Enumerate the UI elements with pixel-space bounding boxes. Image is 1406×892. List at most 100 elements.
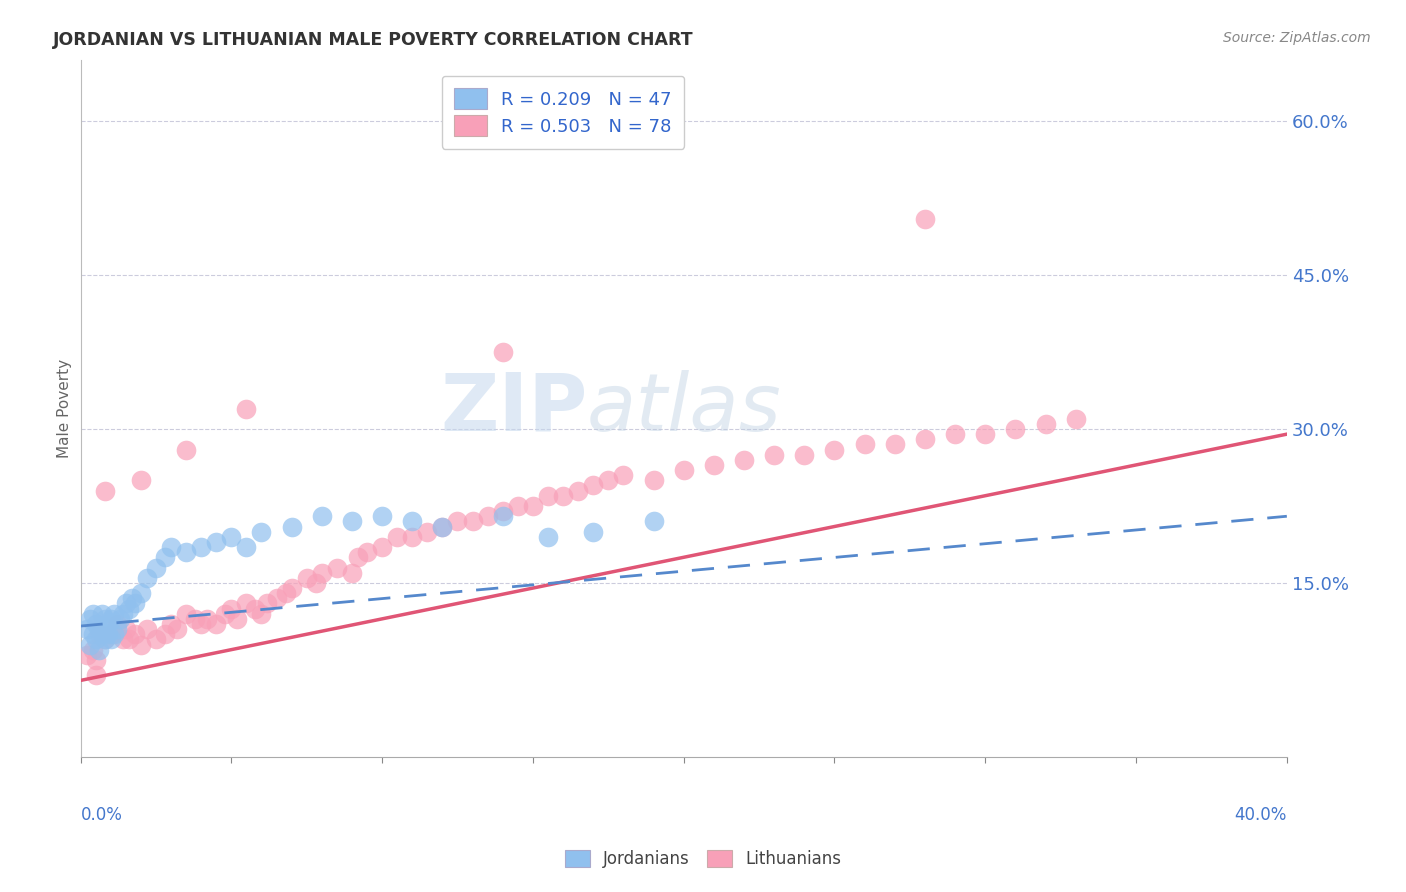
Point	[195, 612, 218, 626]
Point	[974, 427, 997, 442]
Point	[340, 566, 363, 580]
Point	[121, 591, 143, 606]
Point	[135, 622, 157, 636]
Point	[153, 627, 176, 641]
Point	[129, 638, 152, 652]
Point	[166, 622, 188, 636]
Point	[82, 607, 104, 621]
Point	[1035, 417, 1057, 431]
Legend: Jordanians, Lithuanians: Jordanians, Lithuanians	[558, 843, 848, 875]
Point	[522, 499, 544, 513]
Point	[93, 632, 115, 647]
Point	[401, 515, 423, 529]
Point	[643, 515, 665, 529]
Point	[97, 617, 120, 632]
Point	[103, 627, 125, 641]
Point	[235, 597, 257, 611]
Point	[190, 540, 212, 554]
Point	[1064, 411, 1087, 425]
Point	[76, 622, 98, 636]
Point	[582, 478, 605, 492]
Point	[567, 483, 589, 498]
Point	[326, 560, 349, 574]
Point	[93, 483, 115, 498]
Point	[401, 530, 423, 544]
Point	[87, 622, 110, 636]
Point	[124, 627, 146, 641]
Point	[87, 627, 110, 641]
Point	[643, 473, 665, 487]
Point	[160, 617, 183, 632]
Point	[551, 489, 574, 503]
Point	[100, 627, 122, 641]
Point	[250, 607, 273, 621]
Point	[221, 601, 243, 615]
Point	[205, 617, 228, 632]
Point	[582, 524, 605, 539]
Point	[82, 642, 104, 657]
Point	[274, 586, 297, 600]
Point	[245, 601, 267, 615]
Point	[943, 427, 966, 442]
Point	[221, 530, 243, 544]
Point	[145, 560, 167, 574]
Point	[598, 473, 620, 487]
Point	[135, 571, 157, 585]
Point	[311, 566, 333, 580]
Text: atlas: atlas	[588, 369, 782, 448]
Point	[79, 638, 101, 652]
Point	[446, 515, 468, 529]
Point	[853, 437, 876, 451]
Point	[129, 473, 152, 487]
Legend: R = 0.209   N = 47, R = 0.503   N = 78: R = 0.209 N = 47, R = 0.503 N = 78	[441, 76, 685, 149]
Point	[111, 632, 134, 647]
Point	[914, 432, 936, 446]
Point	[295, 571, 318, 585]
Text: JORDANIAN VS LITHUANIAN MALE POVERTY CORRELATION CHART: JORDANIAN VS LITHUANIAN MALE POVERTY COR…	[53, 31, 695, 49]
Point	[87, 642, 110, 657]
Point	[347, 550, 370, 565]
Point	[883, 437, 905, 451]
Text: ZIP: ZIP	[440, 369, 588, 448]
Point	[111, 607, 134, 621]
Point	[205, 535, 228, 549]
Text: 0.0%: 0.0%	[80, 806, 122, 824]
Point	[416, 524, 439, 539]
Point	[174, 545, 197, 559]
Point	[432, 519, 454, 533]
Point	[82, 627, 104, 641]
Point	[235, 540, 257, 554]
Point	[432, 519, 454, 533]
Point	[97, 627, 120, 641]
Point	[311, 509, 333, 524]
Point	[305, 576, 328, 591]
Point	[118, 601, 141, 615]
Point	[90, 607, 112, 621]
Point	[824, 442, 846, 457]
Point	[84, 653, 107, 667]
Point	[84, 668, 107, 682]
Point	[492, 509, 515, 524]
Point	[537, 530, 560, 544]
Point	[226, 612, 249, 626]
Point	[153, 550, 176, 565]
Point	[672, 463, 695, 477]
Point	[93, 612, 115, 626]
Point	[371, 540, 394, 554]
Point	[118, 632, 141, 647]
Point	[114, 622, 136, 636]
Point	[184, 612, 207, 626]
Point	[385, 530, 408, 544]
Point	[84, 632, 107, 647]
Point	[100, 632, 122, 647]
Point	[461, 515, 484, 529]
Point	[703, 458, 725, 472]
Point	[492, 504, 515, 518]
Text: 40.0%: 40.0%	[1234, 806, 1286, 824]
Point	[506, 499, 529, 513]
Point	[103, 607, 125, 621]
Point	[266, 591, 288, 606]
Point	[214, 607, 236, 621]
Point	[105, 622, 128, 636]
Point	[108, 612, 131, 626]
